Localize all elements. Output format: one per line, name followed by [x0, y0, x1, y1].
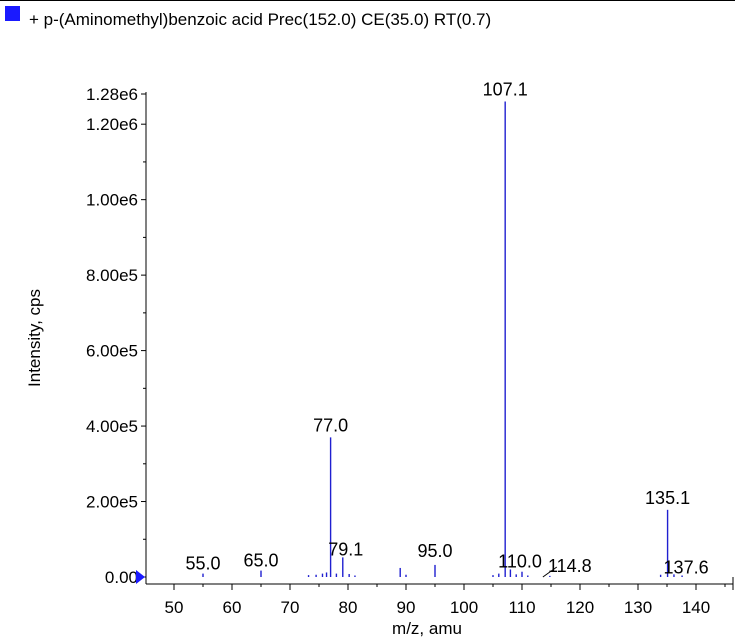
y-axis-label: Intensity, cps: [25, 289, 44, 387]
y-tick-label: 1.20e6: [86, 115, 138, 134]
x-tick-label: 100: [450, 598, 478, 617]
peak-label: 79.1: [328, 539, 363, 559]
peak-label: 55.0: [185, 554, 220, 574]
chart-title: + p-(Aminomethyl)benzoic acid Prec(152.0…: [29, 10, 491, 29]
peak-label: 65.0: [243, 551, 278, 571]
peak-label: 77.0: [313, 415, 348, 435]
peak-label: 95.0: [417, 541, 452, 561]
y-ticks: 0.00 2.00e5 4.00e5 6.00e5 8.00e5 1.00e6 1.20e6…: [86, 85, 146, 587]
data-labels: 55.0 65.0 77.0 79.1 95.0 107.1 110.0 114.8 135.1…: [185, 80, 708, 578]
y-tick-label: 0.00: [105, 568, 138, 587]
y-tick-label: 1.28e6: [86, 85, 138, 104]
peaks: [202, 101, 683, 577]
x-axis-label: m/z, amu: [392, 619, 462, 638]
x-ticks: 50 60 70 80 90 100 110 120 130 140: [165, 584, 726, 617]
y-tick-label: 1.00e6: [86, 191, 138, 210]
peak-label: 114.8: [548, 556, 592, 576]
x-tick-label: 60: [223, 598, 242, 617]
peak-label: 135.1: [645, 488, 690, 508]
baseline-marker: [136, 570, 145, 584]
x-tick-label: 140: [682, 598, 710, 617]
label-leader-line: [542, 566, 558, 578]
x-tick-label: 70: [281, 598, 300, 617]
x-tick-label: 130: [624, 598, 652, 617]
x-tick-label: 50: [165, 598, 184, 617]
x-tick-label: 110: [508, 598, 535, 617]
peak-label: 107.1: [483, 80, 528, 100]
peak-label: 110.0: [498, 552, 542, 572]
y-tick-label: 6.00e5: [86, 342, 138, 361]
x-tick-label: 120: [566, 598, 594, 617]
legend-marker: [5, 6, 20, 21]
y-tick-label: 4.00e5: [86, 417, 138, 436]
y-tick-label: 8.00e5: [86, 266, 138, 285]
y-tick-label: 2.00e5: [86, 493, 138, 512]
peak-label: 137.6: [664, 557, 709, 577]
x-tick-label: 80: [339, 598, 358, 617]
x-tick-label: 90: [397, 598, 416, 617]
